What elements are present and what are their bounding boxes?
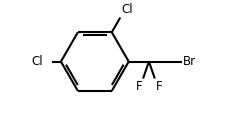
- Text: Cl: Cl: [32, 55, 43, 68]
- Text: Cl: Cl: [121, 3, 132, 16]
- Text: F: F: [136, 80, 143, 93]
- Text: Br: Br: [183, 55, 196, 68]
- Text: F: F: [155, 80, 162, 93]
